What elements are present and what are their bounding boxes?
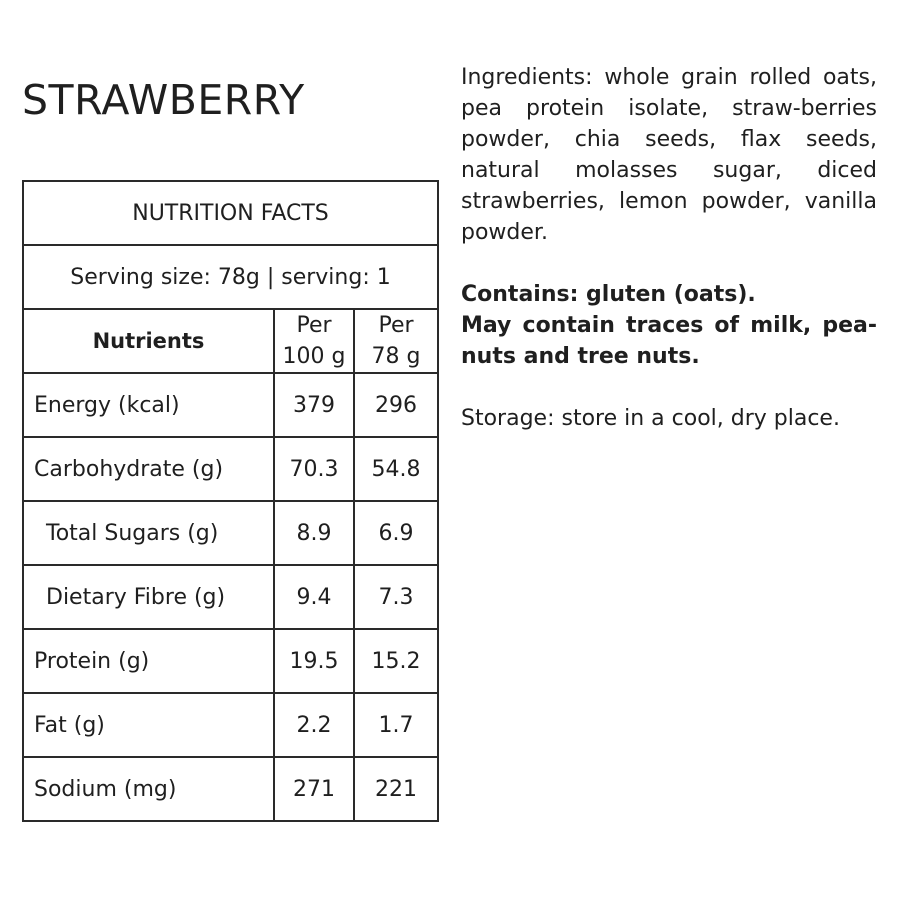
product-info: Ingredients: whole grain rolled oats, pe… — [461, 62, 877, 465]
table-row: Fat (g) 2.2 1.7 — [22, 692, 439, 758]
value-per-serving: 54.8 — [353, 436, 439, 502]
header-per-100g: Per 100 g — [273, 308, 355, 374]
header-per-100g-line1: Per — [296, 313, 332, 338]
allergen-info: Contains: gluten (oats). May contain trac… — [461, 279, 877, 372]
table-row: Protein (g) 19.5 15.2 — [22, 628, 439, 694]
value-per-100g: 9.4 — [273, 564, 355, 630]
nutrition-facts-table: NUTRITION FACTS Serving size: 78g | serv… — [22, 180, 439, 822]
contains-text: Contains: gluten (oats). — [461, 282, 756, 307]
value-per-serving: 6.9 — [353, 500, 439, 566]
nutrient-name: Carbohydrate (g) — [22, 436, 275, 502]
table-row: Energy (kcal) 379 296 — [22, 372, 439, 438]
nutrient-name: Total Sugars (g) — [22, 500, 275, 566]
value-per-serving: 1.7 — [353, 692, 439, 758]
table-row: Dietary Fibre (g) 9.4 7.3 — [22, 564, 439, 630]
nutrient-name: Sodium (mg) — [22, 756, 275, 822]
header-nutrients: Nutrients — [22, 308, 275, 374]
value-per-100g: 271 — [273, 756, 355, 822]
value-per-100g: 2.2 — [273, 692, 355, 758]
serving-size: Serving size: 78g | serving: 1 — [22, 244, 439, 310]
table-row: Sodium (mg) 271 221 — [22, 756, 439, 822]
nutrient-name: Fat (g) — [22, 692, 275, 758]
ingredients-text: Ingredients: whole grain rolled oats, pe… — [461, 65, 877, 245]
value-per-100g: 70.3 — [273, 436, 355, 502]
product-title: STRAWBERRY — [22, 76, 305, 124]
storage-text: Storage: store in a cool, dry place. — [461, 406, 840, 431]
value-per-serving: 7.3 — [353, 564, 439, 630]
may-contain-text: May contain traces of milk, pea-nuts and… — [461, 313, 877, 369]
nutrition-facts-heading: NUTRITION FACTS — [22, 180, 439, 246]
value-per-100g: 19.5 — [273, 628, 355, 694]
nutrient-name: Protein (g) — [22, 628, 275, 694]
table-row: Total Sugars (g) 8.9 6.9 — [22, 500, 439, 566]
header-per-serving: Per 78 g — [353, 308, 439, 374]
value-per-100g: 379 — [273, 372, 355, 438]
table-row: Carbohydrate (g) 70.3 54.8 — [22, 436, 439, 502]
value-per-serving: 221 — [353, 756, 439, 822]
nutrient-name: Dietary Fibre (g) — [22, 564, 275, 630]
nutrient-name: Energy (kcal) — [22, 372, 275, 438]
value-per-serving: 296 — [353, 372, 439, 438]
header-per-serving-line1: Per — [378, 313, 414, 338]
value-per-serving: 15.2 — [353, 628, 439, 694]
header-per-serving-line2: 78 g — [371, 344, 421, 369]
header-per-100g-line2: 100 g — [282, 344, 346, 369]
value-per-100g: 8.9 — [273, 500, 355, 566]
